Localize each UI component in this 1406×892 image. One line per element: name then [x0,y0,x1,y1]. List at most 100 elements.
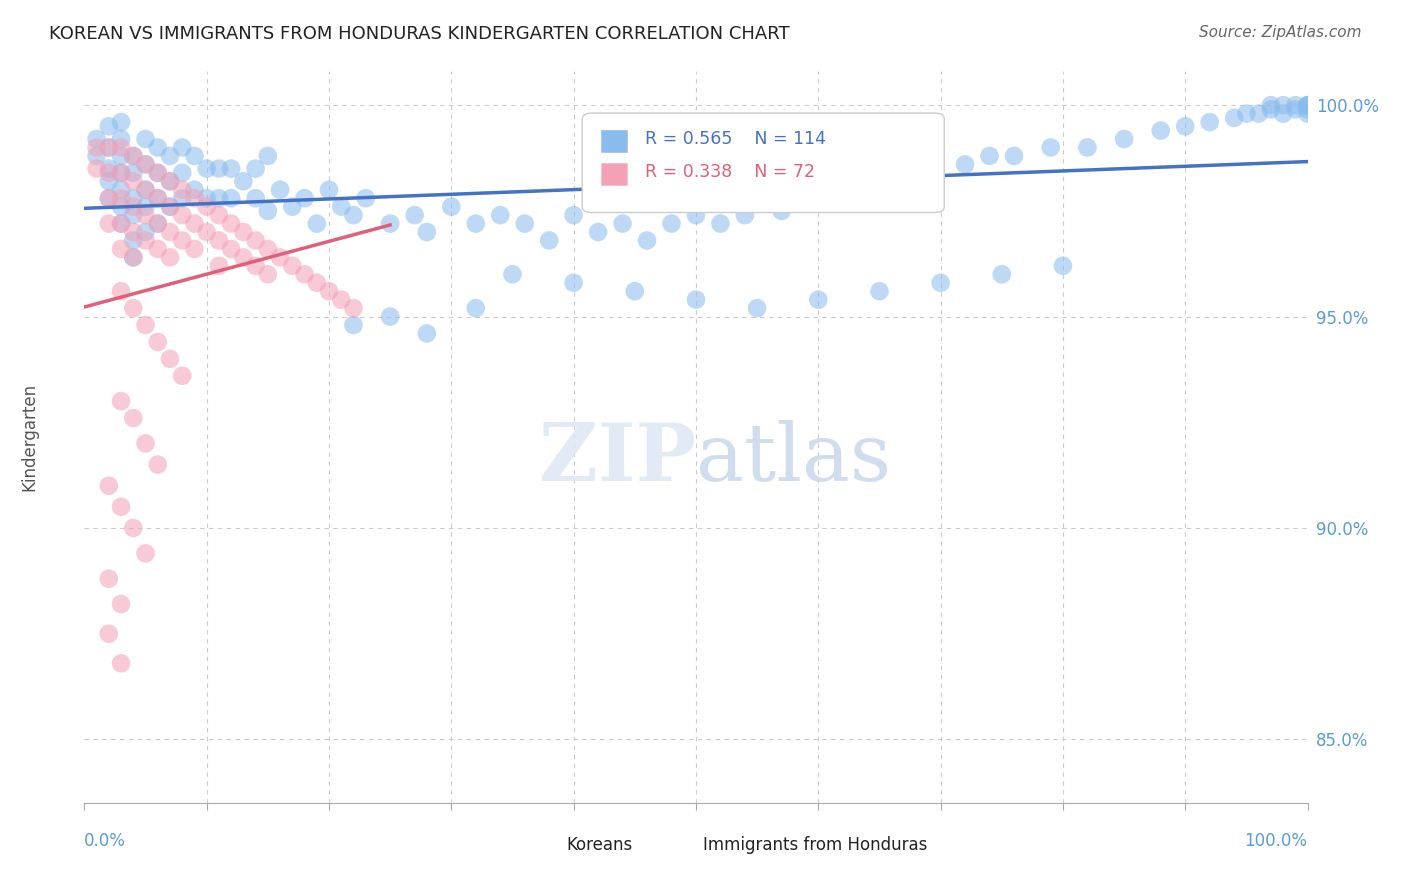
Point [661,217,683,231]
Point [257,242,280,256]
Point [245,191,267,205]
Point [97,140,120,154]
Point [245,259,267,273]
Point [586,225,609,239]
Point [305,217,328,231]
Point [122,174,145,188]
Point [269,183,291,197]
Point [135,436,157,450]
Point [110,183,132,197]
Point [612,217,634,231]
Text: 0.0%: 0.0% [84,832,127,850]
Point [110,200,132,214]
Point [269,251,291,265]
Point [208,191,231,205]
Point [562,208,585,222]
Point [172,208,194,222]
Point [208,208,231,222]
Point [110,597,132,611]
Point [1223,111,1246,125]
Point [685,208,707,222]
Point [195,191,218,205]
Point [110,284,132,298]
Point [146,166,169,180]
Point [245,161,267,176]
FancyBboxPatch shape [600,162,627,185]
Point [502,268,524,282]
Point [380,310,402,324]
Point [464,301,486,315]
Point [257,203,280,218]
Point [1296,106,1319,120]
Point [232,225,254,239]
Point [183,149,205,163]
Point [159,225,181,239]
Point [122,251,145,265]
Point [110,394,132,409]
Point [146,217,169,231]
Point [172,234,194,248]
Point [1052,259,1074,273]
Point [929,276,952,290]
Point [110,140,132,154]
Point [122,225,145,239]
Point [146,217,169,231]
Point [342,301,364,315]
FancyBboxPatch shape [582,113,945,212]
Point [342,318,364,332]
Point [208,161,231,176]
Point [183,191,205,205]
Point [489,208,512,222]
Point [135,157,157,171]
Point [1198,115,1220,129]
Point [232,174,254,188]
Point [122,149,145,163]
Point [1002,149,1025,163]
Point [953,157,976,171]
Point [1284,103,1306,117]
Point [195,225,218,239]
Point [110,657,132,671]
Point [110,166,132,180]
Point [97,140,120,154]
Point [159,174,181,188]
Point [159,251,181,265]
Point [135,234,157,248]
Point [110,132,132,146]
Point [135,183,157,197]
Point [110,149,132,163]
Point [86,161,108,176]
Point [97,161,120,176]
Point [232,251,254,265]
Point [146,242,169,256]
Point [110,242,132,256]
Text: Immigrants from Honduras: Immigrants from Honduras [703,836,928,855]
Text: atlas: atlas [696,420,891,498]
Point [86,140,108,154]
Point [1296,98,1319,112]
Point [416,225,439,239]
Point [97,120,120,134]
Point [159,149,181,163]
FancyBboxPatch shape [531,835,558,855]
Point [172,140,194,154]
Point [183,242,205,256]
Point [159,200,181,214]
Point [624,284,647,298]
Text: 100.0%: 100.0% [1244,832,1308,850]
Point [97,166,120,180]
Point [709,217,731,231]
Point [880,174,903,188]
Point [1296,103,1319,117]
Text: Source: ZipAtlas.com: Source: ZipAtlas.com [1198,25,1361,40]
Point [1114,132,1136,146]
Point [86,132,108,146]
Point [747,301,769,315]
Point [807,293,830,307]
Point [110,166,132,180]
Point [538,234,561,248]
Text: Kindergarten: Kindergarten [20,383,38,491]
Point [1174,120,1197,134]
Point [979,149,1001,163]
Point [110,217,132,231]
